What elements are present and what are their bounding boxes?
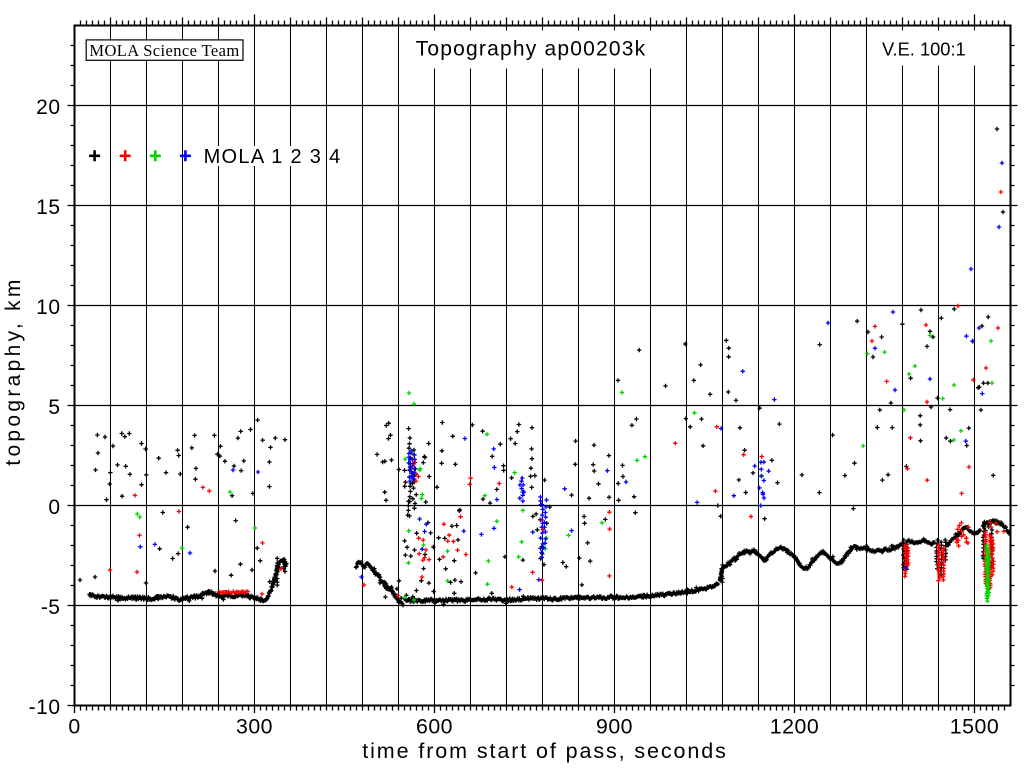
svg-text:15: 15 [36, 196, 60, 219]
svg-text:20: 20 [36, 96, 60, 119]
svg-text:MOLA Science Team: MOLA Science Team [89, 41, 239, 60]
svg-text:Topography ap00203k: Topography ap00203k [416, 37, 647, 60]
svg-text:MOLA 1 2 3 4: MOLA 1 2 3 4 [204, 146, 342, 168]
svg-text:600: 600 [416, 715, 453, 739]
svg-text:topography, km: topography, km [2, 276, 25, 465]
svg-text:0: 0 [68, 715, 80, 739]
svg-text:1200: 1200 [770, 715, 819, 739]
svg-text:300: 300 [236, 715, 273, 739]
svg-text:time from start of pass, secon: time from start of pass, seconds [362, 739, 728, 763]
svg-text:10: 10 [36, 296, 60, 319]
svg-text:-5: -5 [41, 596, 61, 619]
svg-text:0: 0 [48, 496, 60, 519]
svg-text:900: 900 [596, 715, 633, 739]
svg-text:V.E. 100:1: V.E. 100:1 [882, 38, 966, 59]
svg-text:-10: -10 [29, 696, 61, 719]
svg-text:1500: 1500 [950, 715, 999, 739]
svg-text:5: 5 [48, 396, 60, 419]
